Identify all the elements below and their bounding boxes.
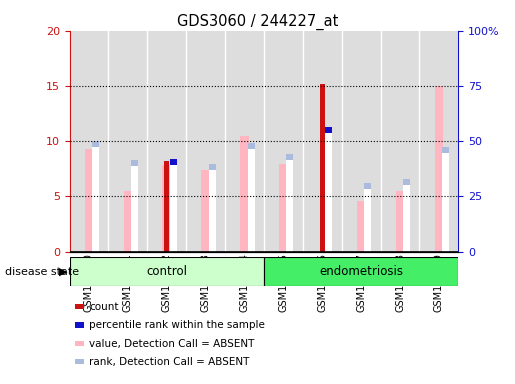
Bar bbox=[420, 31, 458, 252]
Bar bbox=[279, 164, 288, 252]
Text: disease state: disease state bbox=[5, 266, 79, 277]
Bar bbox=[84, 149, 93, 252]
Bar bbox=[320, 84, 324, 252]
Bar bbox=[92, 147, 99, 252]
Bar bbox=[303, 31, 342, 252]
Bar bbox=[209, 170, 216, 252]
Bar bbox=[70, 257, 264, 286]
Bar bbox=[403, 179, 410, 252]
Bar bbox=[357, 201, 366, 252]
Bar bbox=[364, 189, 371, 252]
Bar bbox=[381, 31, 419, 252]
Text: GDS3060 / 244227_at: GDS3060 / 244227_at bbox=[177, 13, 338, 30]
Text: count: count bbox=[89, 302, 118, 312]
Bar bbox=[131, 166, 138, 252]
Bar bbox=[209, 164, 216, 252]
Bar bbox=[131, 160, 138, 252]
Text: percentile rank within the sample: percentile rank within the sample bbox=[89, 321, 265, 331]
Bar bbox=[248, 149, 254, 252]
Bar bbox=[240, 136, 249, 252]
Bar bbox=[442, 153, 449, 252]
Bar bbox=[364, 183, 371, 252]
Text: rank, Detection Call = ABSENT: rank, Detection Call = ABSENT bbox=[89, 358, 249, 367]
Bar bbox=[162, 166, 171, 252]
Bar bbox=[396, 191, 404, 252]
Text: endometriosis: endometriosis bbox=[319, 265, 403, 278]
Bar bbox=[286, 161, 294, 252]
Bar bbox=[186, 31, 225, 252]
Bar bbox=[108, 31, 147, 252]
Bar bbox=[92, 141, 99, 252]
Bar bbox=[124, 191, 132, 252]
Bar bbox=[435, 86, 443, 252]
Bar bbox=[170, 159, 177, 252]
Bar bbox=[286, 154, 294, 252]
Bar bbox=[201, 170, 210, 252]
Bar bbox=[147, 31, 186, 252]
Bar bbox=[170, 165, 177, 252]
Text: control: control bbox=[146, 265, 187, 278]
Text: ▶: ▶ bbox=[59, 266, 67, 277]
Bar bbox=[342, 31, 381, 252]
Bar bbox=[325, 127, 332, 252]
Bar bbox=[264, 31, 303, 252]
Bar bbox=[248, 143, 254, 252]
Bar bbox=[70, 31, 109, 252]
Bar bbox=[442, 147, 449, 252]
Bar bbox=[325, 133, 332, 252]
Bar bbox=[225, 31, 264, 252]
Text: value, Detection Call = ABSENT: value, Detection Call = ABSENT bbox=[89, 339, 254, 349]
Bar bbox=[403, 185, 410, 252]
Bar bbox=[264, 257, 458, 286]
Bar bbox=[164, 161, 169, 252]
